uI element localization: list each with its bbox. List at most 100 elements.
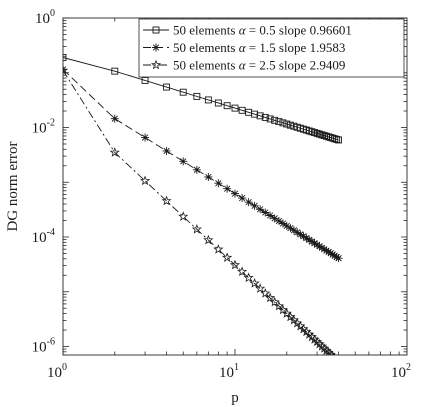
series-2-point-23 xyxy=(293,228,302,237)
series-1-point-17 xyxy=(271,116,279,124)
series-3-point-5 xyxy=(178,211,189,221)
x-axis-label: p xyxy=(231,390,239,406)
series-2-point-36 xyxy=(326,249,335,258)
series-3-point-16 xyxy=(265,292,276,303)
series-1-point-20 xyxy=(283,120,291,128)
series-2-point-5 xyxy=(179,157,188,166)
series-3-point-7 xyxy=(203,234,214,245)
series-1-point-11 xyxy=(238,106,246,114)
series-2-point-17 xyxy=(270,214,279,223)
legend-box xyxy=(138,18,405,78)
series-2-point-37 xyxy=(328,250,337,259)
series-2-point-33 xyxy=(320,245,329,254)
series-3-point-6 xyxy=(191,223,202,234)
series-2-point-15 xyxy=(261,208,270,217)
series-2-point-2 xyxy=(110,114,119,123)
series-2-point-16 xyxy=(266,211,275,220)
series-1-point-33 xyxy=(320,132,328,139)
series-2-point-25 xyxy=(299,232,308,241)
series-1-point-4 xyxy=(163,83,171,91)
series-2-point-31 xyxy=(315,242,324,251)
y-tick-label: 10-2 xyxy=(32,118,55,137)
legend-entry-value: = 1.5 slope 1.9583 xyxy=(246,40,346,55)
series-2-point-20 xyxy=(282,221,291,230)
series-1-point-38 xyxy=(331,135,339,143)
series-2-point-12 xyxy=(244,198,253,207)
y-tick-label: 100 xyxy=(35,8,55,27)
plot-area xyxy=(63,54,343,355)
series-1-point-16 xyxy=(266,115,274,123)
series-1-point-18 xyxy=(275,118,283,126)
series-3-point-9 xyxy=(222,252,233,262)
series-3-point-19 xyxy=(277,304,288,315)
series-3-point-17 xyxy=(269,296,280,307)
series-1 xyxy=(63,54,343,144)
series-1-point-29 xyxy=(311,129,318,137)
series-2-point-8 xyxy=(214,179,223,188)
y-tick-label-exponent: -6 xyxy=(47,337,55,348)
x-tick-label: 102 xyxy=(391,362,411,381)
series-2-point-4 xyxy=(162,146,171,155)
series-2-point-13 xyxy=(250,201,259,210)
series-3-point-13 xyxy=(249,278,260,288)
series-2-point-7 xyxy=(204,173,213,182)
series-2-point-40 xyxy=(334,254,343,263)
x-tick-label-exponent: 2 xyxy=(406,362,411,373)
legend-entry-alpha: α xyxy=(239,40,247,55)
legend-entry-prefix: 50 elements xyxy=(173,40,239,55)
legend-entry-marker xyxy=(152,43,160,52)
series-2-point-24 xyxy=(296,230,305,239)
series-2-point-9 xyxy=(223,184,232,193)
x-tick-label: 100 xyxy=(47,362,67,381)
x-tick-label-base: 10 xyxy=(391,365,406,381)
series-1-point-21 xyxy=(286,121,294,129)
y-tick-label-base: 10 xyxy=(32,121,47,137)
series-2-point-29 xyxy=(310,239,319,248)
series-1-point-9 xyxy=(223,102,231,110)
x-tick-label: 101 xyxy=(219,362,239,381)
x-tick-label-base: 10 xyxy=(47,365,62,381)
series-1-point-31 xyxy=(316,130,323,138)
y-tick-label: 10-6 xyxy=(32,337,55,356)
series-3-point-4 xyxy=(161,195,172,206)
series-2-point-18 xyxy=(274,216,283,225)
legend-entry-marker xyxy=(150,59,162,70)
series-2 xyxy=(63,65,343,263)
series-3-point-1 xyxy=(63,65,69,75)
y-tick-label-base: 10 xyxy=(32,230,47,246)
series-1-point-40 xyxy=(335,136,343,144)
series-1-point-5 xyxy=(179,88,187,96)
y-tick-label-base: 10 xyxy=(32,340,47,356)
series-3-point-2 xyxy=(109,147,120,157)
axis-labels: p DG norm error xyxy=(5,142,239,406)
x-tick-label-base: 10 xyxy=(219,365,234,381)
series-1-point-13 xyxy=(251,110,259,118)
series-1-point-39 xyxy=(333,135,341,143)
legend-entry-3: 50 elements α = 2.5 slope 2.9409 xyxy=(173,58,345,73)
series-1-point-2 xyxy=(111,67,119,75)
series-1-point-14 xyxy=(256,112,264,120)
series-2-point-21 xyxy=(286,224,295,233)
y-tick-label-exponent: 0 xyxy=(50,8,55,19)
legend-entry-1: 50 elements α = 0.5 slope 0.96601 xyxy=(173,23,352,38)
series-1-point-8 xyxy=(214,99,222,107)
legend-entry-2: 50 elements α = 1.5 slope 1.9583 xyxy=(173,40,345,55)
series-1-point-1 xyxy=(63,54,67,61)
series-2-point-3 xyxy=(141,133,150,142)
series-1-point-32 xyxy=(318,131,326,139)
legend-entry-prefix: 50 elements xyxy=(173,23,239,38)
series-3-point-11 xyxy=(237,266,248,276)
legend-entry-marker xyxy=(152,26,160,34)
series-3-line xyxy=(63,70,332,355)
series-2-point-35 xyxy=(324,247,333,256)
series-2-point-30 xyxy=(313,240,322,249)
x-tick-label-exponent: 1 xyxy=(234,362,239,373)
series-2-point-10 xyxy=(231,189,239,198)
series-3-point-36 xyxy=(325,349,336,355)
series-2-point-27 xyxy=(305,235,314,244)
series-1-point-10 xyxy=(231,104,239,112)
y-tick-label: 10-4 xyxy=(32,227,55,246)
series-3-point-12 xyxy=(243,272,254,283)
series-3-point-18 xyxy=(273,300,284,311)
